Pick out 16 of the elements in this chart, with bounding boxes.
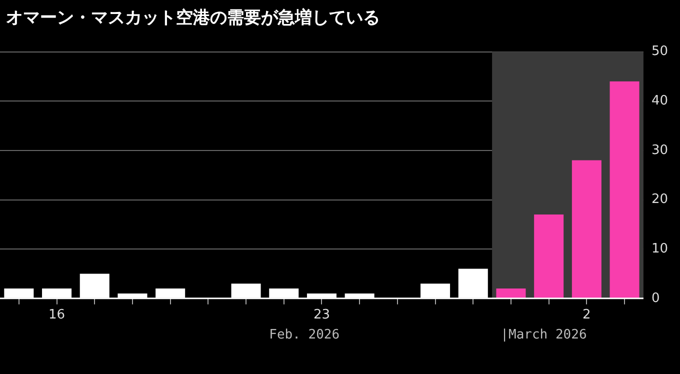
chart-title: オマーン・マスカット空港の需要が急増している: [6, 7, 380, 29]
x-tick-label: 2: [582, 308, 591, 323]
text: Feb. 2026: [269, 327, 340, 342]
bar: [572, 160, 602, 298]
y-tick-label: 50: [651, 44, 668, 60]
y-tick-label: 0: [651, 290, 660, 306]
x-tick-label: 23: [313, 308, 330, 323]
text: |March 2026: [500, 327, 587, 342]
bar: [610, 81, 640, 298]
bar: [496, 288, 526, 298]
y-tick-label: 20: [651, 192, 668, 208]
bar: [534, 214, 564, 298]
y-tick-label: 40: [651, 93, 668, 108]
y-tick-label: 10: [651, 241, 668, 256]
y-tick-label: 30: [651, 142, 668, 158]
x-tick-label: 16: [48, 308, 66, 323]
